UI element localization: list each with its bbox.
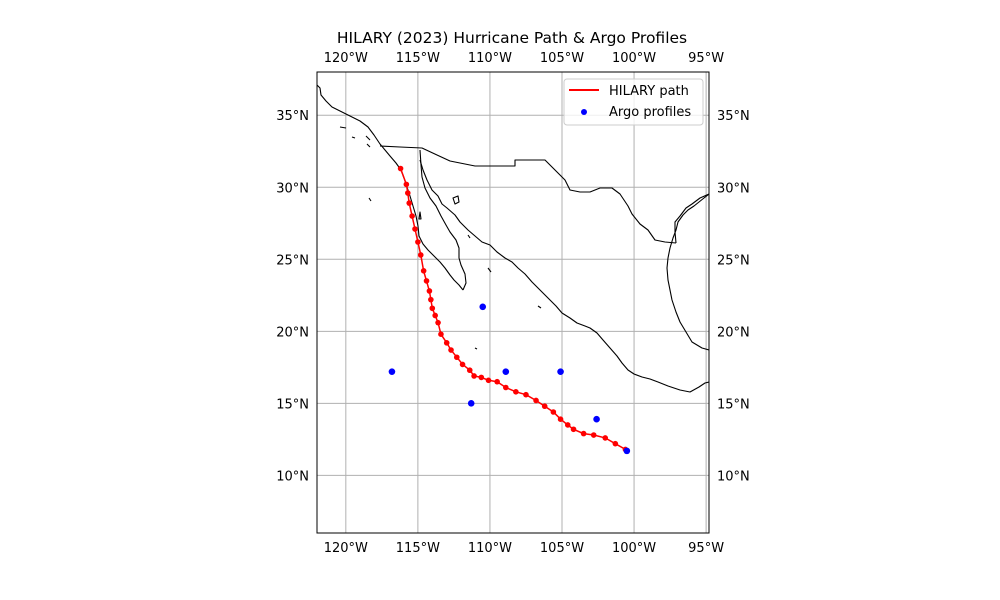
y-tick-label-left: 15°N — [276, 397, 309, 412]
track-point — [564, 422, 571, 428]
x-tick-label-bottom: 110°W — [468, 541, 512, 556]
x-tick-label-bottom: 95°W — [688, 541, 724, 556]
track-point — [397, 165, 404, 172]
argo-profile-point — [623, 447, 631, 455]
track-point — [423, 278, 430, 284]
y-tick-label-left: 35°N — [276, 109, 309, 124]
argo-profile-point — [557, 368, 564, 375]
argo-profile-point — [479, 303, 487, 311]
axes-frame — [316, 71, 710, 534]
x-tick-label-top: 105°W — [540, 51, 584, 66]
track-point — [443, 340, 450, 346]
argo-profile-point — [388, 368, 396, 375]
track-point — [541, 403, 548, 410]
gridlines — [317, 72, 709, 533]
y-tick-label-left: 30°N — [276, 181, 309, 196]
argo-profile-point — [467, 400, 475, 407]
track-point — [448, 347, 454, 353]
track-point — [602, 435, 609, 441]
track-point — [417, 252, 424, 258]
track-point — [557, 416, 564, 422]
y-tick-label-left: 20°N — [276, 325, 309, 340]
track-point — [570, 426, 577, 433]
track-point — [513, 389, 519, 395]
track-point — [612, 440, 619, 447]
x-tick-label-bottom: 100°W — [612, 541, 656, 556]
x-tick-label-bottom: 120°W — [324, 541, 368, 556]
track-point — [453, 354, 460, 361]
track-point — [590, 432, 597, 438]
island-tres-marias — [537, 305, 542, 309]
y-tick-label-right: 35°N — [717, 109, 750, 124]
track-point — [485, 377, 492, 384]
y-tick-label-left: 10°N — [276, 469, 309, 484]
track-point — [438, 331, 444, 337]
track-point — [471, 373, 477, 379]
track-point — [478, 374, 485, 381]
coastline-baja-gulf — [419, 149, 467, 291]
island-tiburon — [452, 195, 460, 205]
island-channel-3 — [365, 135, 371, 141]
legend-label-argo: Argo profiles — [609, 105, 691, 120]
chart-title: HILARY (2023) Hurricane Path & Argo Prof… — [337, 29, 687, 47]
argo-profile-point — [593, 415, 600, 423]
y-tick-label-right: 15°N — [717, 397, 750, 412]
x-tick-label-top: 120°W — [324, 51, 368, 66]
track-point — [415, 239, 421, 245]
border-us-mexico — [379, 145, 677, 244]
y-tick-label-right: 30°N — [717, 181, 750, 196]
coastline-texas — [674, 193, 709, 244]
coastline-mainland-pacific — [419, 159, 709, 393]
track-point — [533, 397, 539, 404]
argo-profiles — [388, 303, 631, 455]
track-point — [426, 288, 433, 294]
legend: HILARY path Argo profiles — [563, 78, 704, 126]
track-point — [523, 391, 529, 398]
tick-labels: 120°W 120°W 115°W 115°W 110°W 110°W 105°W 105°W… — [276, 51, 750, 556]
island-gulf-small-2 — [487, 267, 492, 273]
y-tick-label-right: 25°N — [717, 253, 750, 268]
basemap — [317, 84, 709, 393]
island-channel-2 — [351, 136, 356, 139]
island-guadalupe — [368, 197, 372, 202]
legend-label-path: HILARY path — [609, 84, 689, 99]
track-point — [435, 319, 441, 326]
x-tick-label-top: 95°W — [688, 51, 724, 66]
track-point — [403, 181, 410, 188]
track-point — [502, 384, 509, 391]
track-point — [406, 200, 413, 206]
track-point — [432, 312, 438, 319]
track-point — [429, 305, 436, 312]
y-tick-label-right: 10°N — [717, 469, 750, 484]
hurricane-track — [397, 165, 629, 453]
track-point — [580, 430, 587, 437]
track-point — [428, 296, 434, 303]
x-tick-label-top: 110°W — [468, 51, 512, 66]
island-socorro — [474, 347, 478, 350]
legend-dot-swatch — [581, 109, 587, 115]
track-point — [404, 190, 411, 196]
track-point — [550, 409, 557, 415]
argo-profile-point — [502, 368, 510, 375]
x-tick-label-top: 115°W — [396, 51, 440, 66]
track-point — [420, 268, 427, 274]
track-point — [412, 226, 418, 232]
x-tick-label-bottom: 115°W — [396, 541, 440, 556]
track-point — [459, 361, 466, 368]
x-tick-label-bottom: 105°W — [540, 541, 584, 556]
island-gulf-small-1 — [467, 234, 471, 239]
y-tick-label-left: 25°N — [276, 253, 309, 268]
y-tick-label-right: 20°N — [717, 325, 750, 340]
track-point — [409, 213, 415, 219]
x-tick-label-top: 100°W — [612, 51, 656, 66]
track-point — [466, 367, 473, 374]
coastline-gulf-of-mexico — [666, 193, 709, 351]
island-cedros — [418, 211, 422, 220]
track-point — [494, 378, 500, 385]
island-channel-1 — [339, 126, 347, 129]
island-channel-4 — [366, 143, 371, 148]
